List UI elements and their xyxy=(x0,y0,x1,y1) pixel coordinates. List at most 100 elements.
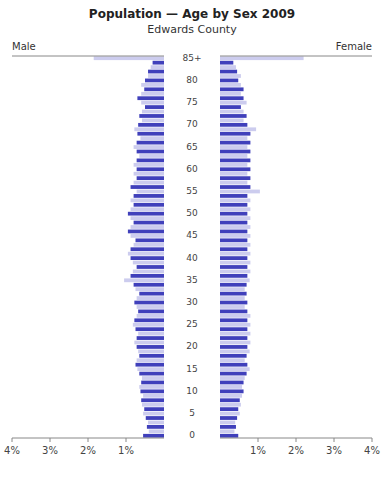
bar xyxy=(134,163,164,167)
bar xyxy=(138,123,164,127)
tick xyxy=(372,438,373,442)
bar xyxy=(134,301,164,305)
bar xyxy=(220,230,247,234)
bar xyxy=(220,61,233,65)
bar xyxy=(131,247,164,251)
bar xyxy=(137,305,164,309)
bar xyxy=(137,265,164,269)
bar xyxy=(220,127,256,131)
bar xyxy=(134,194,164,198)
bar xyxy=(220,314,250,318)
bar xyxy=(220,110,244,114)
bar xyxy=(133,261,164,265)
tick-label: 4% xyxy=(364,445,380,456)
bar xyxy=(220,176,250,180)
bar xyxy=(220,407,238,411)
category-label: 55 xyxy=(186,186,197,196)
bar xyxy=(220,247,247,251)
bar xyxy=(137,345,164,349)
bar xyxy=(220,287,245,291)
bar xyxy=(220,323,250,327)
category-label: 60 xyxy=(186,164,198,174)
bar xyxy=(134,243,164,247)
category-label: 10 xyxy=(186,386,198,396)
bar xyxy=(143,394,164,398)
bar xyxy=(220,145,247,149)
bar xyxy=(141,83,164,87)
bar xyxy=(220,252,250,256)
bar xyxy=(220,256,247,260)
bar xyxy=(142,119,164,123)
bar xyxy=(137,132,164,136)
bar xyxy=(137,176,164,180)
bar xyxy=(220,265,247,269)
bar xyxy=(139,154,164,158)
bar xyxy=(220,318,247,322)
bar xyxy=(220,305,245,309)
bar xyxy=(220,376,245,380)
bar xyxy=(146,416,164,420)
bar xyxy=(220,372,247,376)
tick-label: 1% xyxy=(250,445,266,456)
bar xyxy=(139,114,164,118)
bar xyxy=(145,105,164,109)
bar xyxy=(220,158,250,162)
bar xyxy=(220,412,240,416)
bar xyxy=(220,283,247,287)
bar xyxy=(220,332,250,336)
bar xyxy=(138,332,164,336)
bar xyxy=(137,190,164,194)
bar xyxy=(137,150,164,154)
bar xyxy=(220,172,247,176)
bar xyxy=(137,167,164,171)
bar xyxy=(220,327,247,331)
bar xyxy=(148,70,164,74)
bar xyxy=(151,65,164,69)
bar xyxy=(142,403,164,407)
bar xyxy=(141,101,164,105)
bar xyxy=(137,314,164,318)
bar xyxy=(141,381,164,385)
tick xyxy=(126,438,127,442)
bar xyxy=(140,136,164,140)
category-label: 30 xyxy=(186,297,198,307)
bar xyxy=(220,421,235,425)
bar xyxy=(131,256,164,260)
bar xyxy=(220,345,247,349)
bar xyxy=(220,119,244,123)
category-label: 40 xyxy=(186,253,198,263)
bar xyxy=(220,123,247,127)
tick-label: 2% xyxy=(80,445,96,456)
bar xyxy=(143,412,164,416)
bar xyxy=(136,363,165,367)
bar xyxy=(220,367,250,371)
tick-label: 3% xyxy=(326,445,342,456)
bar xyxy=(131,234,164,238)
bar xyxy=(143,434,164,438)
bar xyxy=(148,421,164,425)
bar xyxy=(141,398,164,402)
bar xyxy=(142,110,164,114)
tick xyxy=(296,438,297,442)
bar xyxy=(220,207,250,211)
bar xyxy=(131,225,164,229)
bar xyxy=(220,56,304,60)
tick xyxy=(334,438,335,442)
bar xyxy=(220,434,238,438)
bar xyxy=(139,372,164,376)
bar xyxy=(220,274,247,278)
bar xyxy=(220,354,247,358)
bar xyxy=(220,79,238,83)
bar xyxy=(145,79,164,83)
bar xyxy=(220,270,250,274)
bar xyxy=(137,158,164,162)
bar xyxy=(220,292,247,296)
bar xyxy=(139,385,164,389)
bar xyxy=(134,341,164,345)
tick-label: 2% xyxy=(288,445,304,456)
bar xyxy=(220,234,250,238)
bar xyxy=(142,376,164,380)
bar xyxy=(141,92,164,96)
category-label: 80 xyxy=(186,75,198,85)
tick-label: 4% xyxy=(4,445,20,456)
